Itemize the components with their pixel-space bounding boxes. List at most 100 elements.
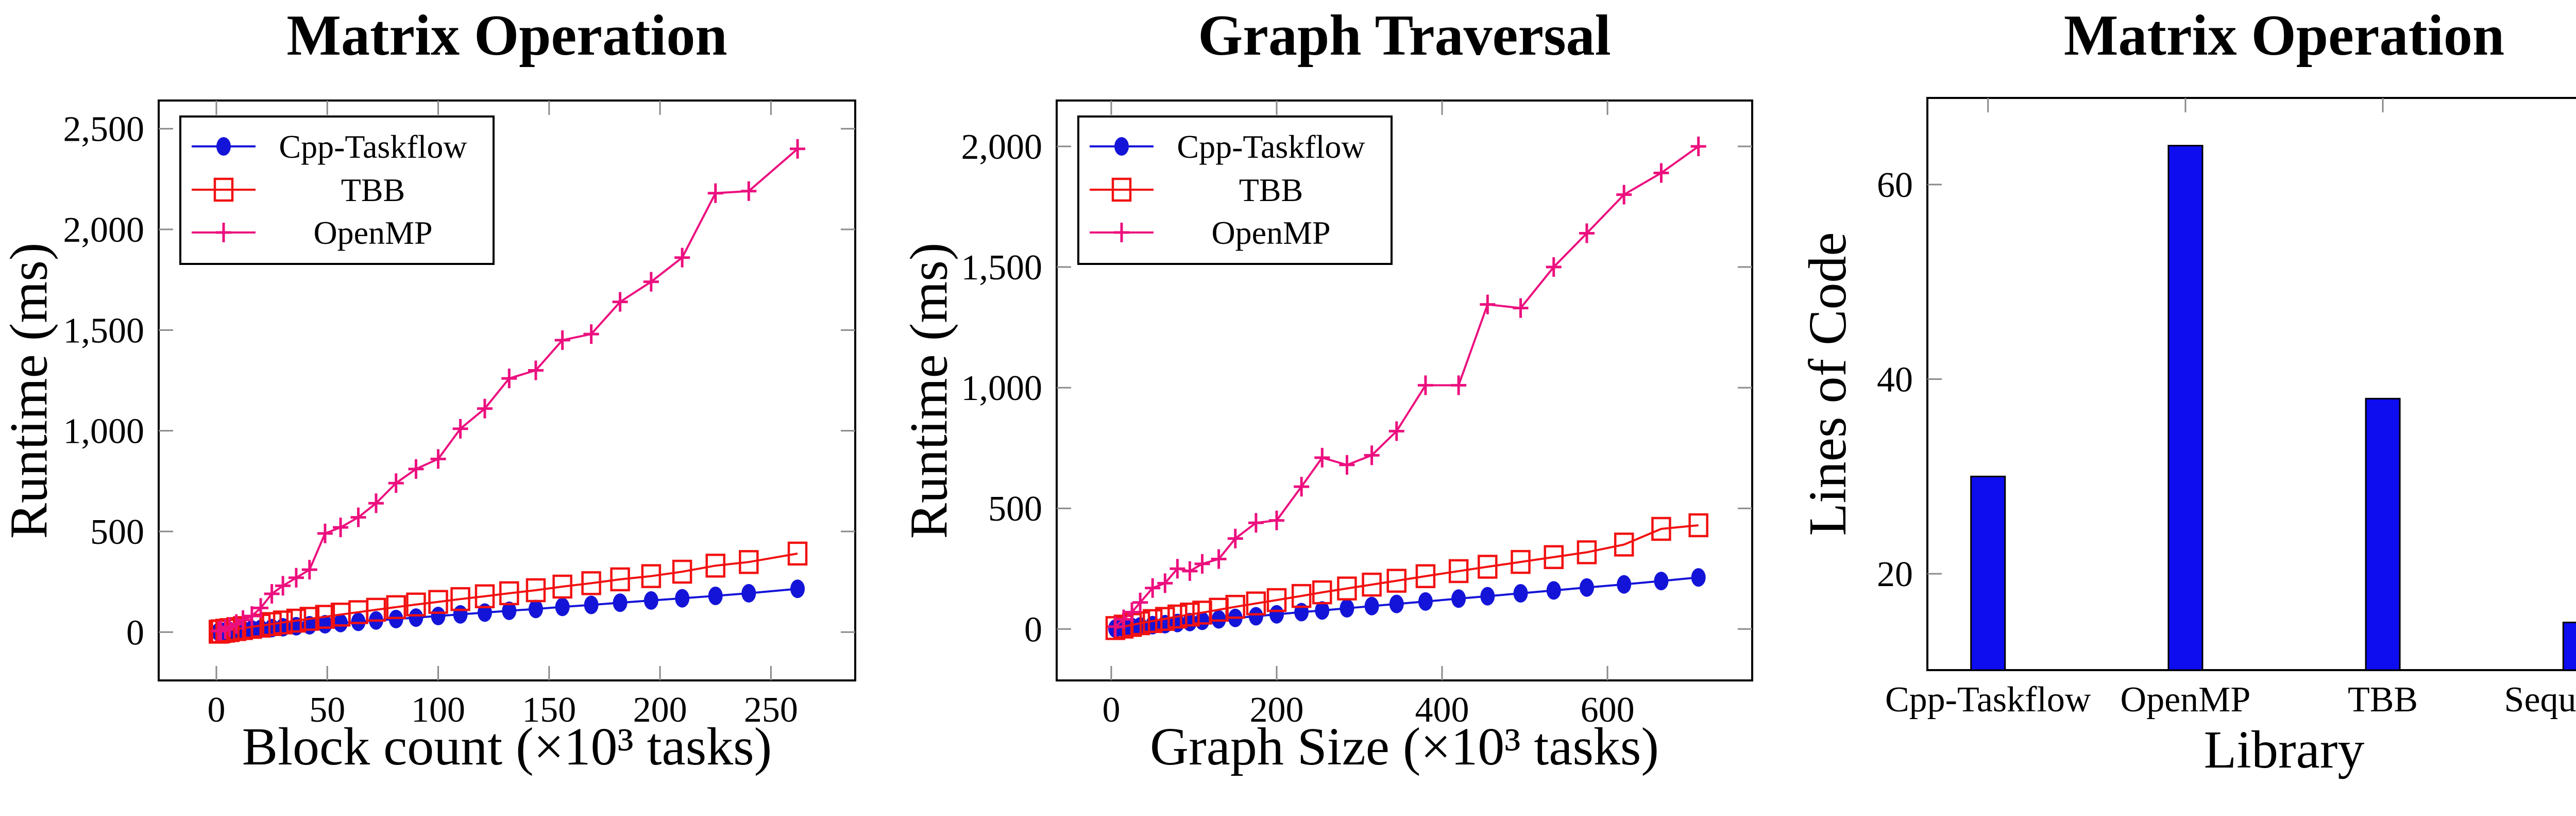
series-tbb-markers	[209, 541, 808, 644]
cpp-taskflow-marker	[584, 595, 599, 614]
cpp-taskflow-marker	[1340, 599, 1354, 618]
tbb-marker	[1511, 549, 1531, 574]
cpp-taskflow-marker	[1654, 572, 1669, 591]
tbb-marker	[672, 559, 692, 584]
tbb-marker	[474, 584, 495, 608]
x-tick-label: 200	[633, 690, 687, 730]
openmp-marker	[388, 473, 404, 493]
openmp-marker	[288, 568, 304, 588]
y-tick-label: 1,500	[961, 248, 1043, 288]
cpp-taskflow-marker	[528, 599, 543, 619]
x-axis-label: Block count (×10³ tasks)	[242, 717, 772, 776]
openmp-marker	[1546, 257, 1562, 277]
openmp-marker	[368, 493, 384, 513]
tbb-marker	[1577, 540, 1597, 564]
x-tick-label: 200	[1249, 690, 1303, 730]
openmp-marker	[235, 610, 251, 630]
chart-title: Matrix Operation	[286, 4, 727, 68]
tbb-marker	[406, 592, 426, 617]
bar-openmp	[2167, 145, 2204, 671]
openmp-marker	[333, 518, 349, 538]
x-tick-label: 150	[522, 690, 576, 730]
legend-label: OpenMP	[313, 214, 432, 251]
openmp-marker	[1690, 136, 1706, 156]
x-tick-label: 100	[411, 690, 465, 730]
openmp-marker	[1339, 455, 1355, 475]
openmp-marker	[477, 398, 493, 419]
tbb-marker	[1614, 532, 1634, 557]
openmp-marker	[452, 419, 468, 439]
tbb-marker	[1478, 555, 1498, 579]
tbb-marker	[526, 578, 546, 603]
y-tick-label: 20	[1877, 555, 1913, 594]
category-label: OpenMP	[2121, 680, 2251, 720]
openmp-marker	[741, 181, 757, 201]
tbb-marker	[1651, 517, 1671, 541]
x-tick-label: 600	[1581, 690, 1635, 730]
y-tick-label: 0	[126, 613, 144, 653]
y-tick-label: 0	[1024, 610, 1042, 650]
cpp-taskflow-marker	[1389, 594, 1404, 613]
x-tick-label: 50	[309, 690, 345, 730]
openmp-marker	[1194, 554, 1210, 574]
openmp-marker	[554, 330, 570, 350]
category-label: Sequential	[2504, 680, 2576, 720]
tbb-marker	[1312, 580, 1332, 605]
series-tbb-line	[1115, 524, 1699, 629]
openmp-marker	[222, 617, 238, 637]
openmp-marker	[1107, 617, 1123, 637]
cpp-taskflow-marker	[409, 608, 423, 627]
legend-label: Cpp-Taskflow	[1177, 128, 1365, 165]
axis-frame	[1926, 97, 2576, 671]
openmp-marker	[1132, 592, 1148, 612]
bar-sequential	[2562, 622, 2576, 671]
cpp-taskflow-marker	[1579, 578, 1594, 597]
openmp-marker	[1211, 549, 1227, 569]
legend-label: Cpp-Taskflow	[279, 128, 467, 165]
openmp-marker	[253, 598, 269, 618]
tbb-marker	[1266, 588, 1287, 612]
openmp-marker	[1616, 185, 1632, 205]
openmp-marker	[1268, 510, 1284, 530]
cpp-taskflow-marker	[333, 613, 348, 632]
cpp-taskflow-marker	[613, 593, 628, 612]
legend-tbb-marker	[213, 177, 234, 202]
y-tick-label: 500	[988, 489, 1042, 529]
cpp-taskflow-marker	[643, 591, 658, 610]
plot-graph-runtime: 0 500 1,000 1,500 2,000 0 200 400 600 Cpp-Taskflo…	[961, 99, 1753, 730]
panel-matrix-loc: Matrix Operation Lines of Code 20 40 60 Cpp…	[1796, 0, 2576, 816]
tbb-marker	[286, 608, 307, 633]
cpp-taskflow-marker	[1451, 589, 1466, 608]
openmp-marker	[1116, 609, 1132, 629]
tbb-marker	[1337, 576, 1357, 601]
tbb-marker	[386, 595, 406, 620]
legend-tbb-marker	[1111, 177, 1132, 202]
y-tick-label: 60	[1877, 165, 1913, 205]
legend-openmp-marker	[216, 223, 231, 242]
cpp-taskflow-marker	[1315, 601, 1330, 620]
cpp-taskflow-marker	[790, 579, 805, 598]
tbb-marker	[1362, 572, 1382, 597]
x-tick-label: 0	[1102, 690, 1120, 730]
bar-cpp-taskflow	[1970, 475, 2006, 671]
cpp-taskflow-marker	[1480, 587, 1495, 606]
openmp-marker	[1248, 513, 1264, 533]
openmp-marker	[1170, 559, 1185, 579]
y-tick-label: 1,000	[961, 369, 1043, 408]
tbb-marker	[262, 612, 282, 636]
bar-tbb	[2365, 397, 2401, 671]
openmp-marker	[1145, 578, 1161, 598]
tbb-marker	[739, 550, 759, 574]
panel-matrix-runtime: Matrix Operation Runtime (ms) 0 500 1,000 1…	[0, 0, 898, 816]
tbb-marker	[1246, 591, 1266, 615]
cpp-taskflow-marker	[675, 589, 690, 608]
chart-title: Graph Traversal	[1198, 4, 1611, 68]
openmp-marker	[1294, 477, 1310, 497]
cpp-taskflow-marker	[555, 597, 570, 617]
tbb-marker	[366, 597, 386, 622]
tbb-marker	[1155, 607, 1175, 631]
cpp-taskflow-marker	[1211, 610, 1226, 629]
openmp-marker	[1388, 421, 1404, 441]
openmp-marker	[790, 139, 806, 159]
